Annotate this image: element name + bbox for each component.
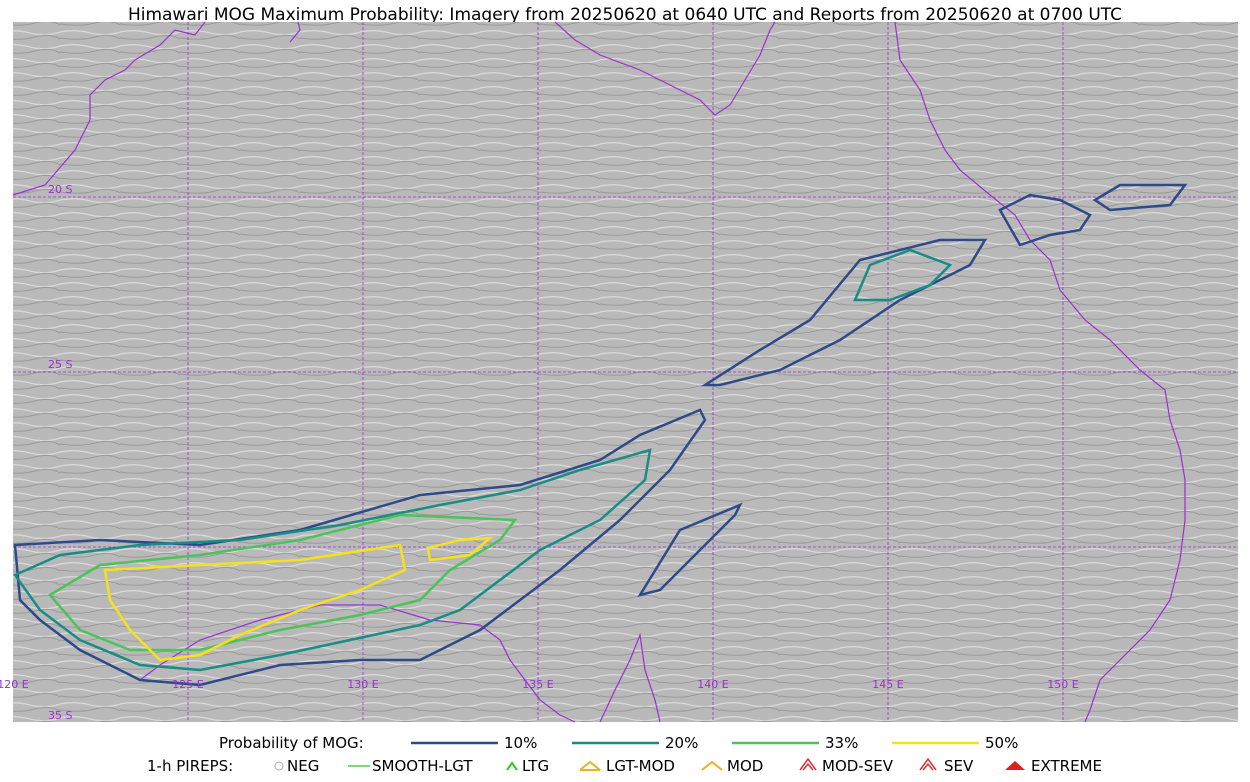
- lat-label: 35 S: [48, 709, 72, 722]
- mod-sev-icon: [799, 757, 817, 771]
- legend-label: MOD-SEV: [822, 757, 894, 775]
- lon-label: 150 E: [1047, 678, 1078, 691]
- lon-label: 120 E: [0, 678, 29, 691]
- lgt-mod-icon: [579, 760, 601, 771]
- legend-label: LTG: [522, 757, 549, 775]
- graticule: [13, 22, 1238, 722]
- neg-icon: [274, 761, 284, 771]
- legend-label: SMOOTH-LGT: [372, 757, 473, 775]
- lon-label: 130 E: [347, 678, 378, 691]
- lon-label: 135 E: [522, 678, 553, 691]
- sev-icon: [919, 757, 937, 771]
- lon-label: 140 E: [697, 678, 728, 691]
- legend-title: 1-h PIREPS:: [147, 757, 233, 775]
- legend-label: EXTREME: [1031, 757, 1102, 775]
- mog-contours: [13, 183, 1188, 687]
- legend-label: NEG: [287, 757, 319, 775]
- lon-label: 125 E: [172, 678, 203, 691]
- lon-label: 145 E: [872, 678, 903, 691]
- coastline: [12, 21, 1186, 723]
- legend-label: 20%: [665, 734, 698, 752]
- legend-label: 10%: [504, 734, 537, 752]
- ltg-icon: [506, 761, 518, 771]
- lat-label: 25 S: [48, 358, 72, 371]
- legend-label: SEV: [944, 757, 974, 775]
- title: Himawari MOG Maximum Probability: Imager…: [128, 5, 1122, 25]
- legend-label: 50%: [985, 734, 1018, 752]
- lat-label: 20 S: [48, 183, 72, 196]
- legend-label: 33%: [825, 734, 858, 752]
- mod-icon: [701, 760, 723, 771]
- legend-label: MOD: [727, 757, 763, 775]
- map: 20 S 25 S 35 S 120 E 125 E 130 E 135 E 1…: [0, 21, 1238, 723]
- legend-title: Probability of MOG:: [219, 734, 364, 752]
- legend-label: LGT-MOD: [606, 757, 675, 775]
- legend: Probability of MOG: 10% 20% 33% 50% 1-h …: [147, 734, 1102, 775]
- extreme-icon: [1005, 761, 1025, 770]
